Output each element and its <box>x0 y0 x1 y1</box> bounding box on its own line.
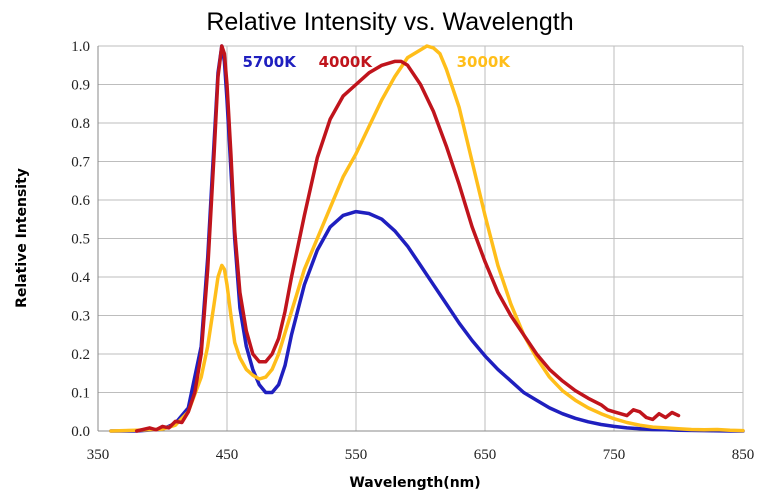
y-axis-label: Relative Intensity <box>14 168 30 308</box>
series-labels: 5700K 4000K 3000K <box>242 53 511 71</box>
y-tick-label: 0.9 <box>71 78 90 94</box>
chart-title: Relative Intensity vs. Wavelength <box>206 8 573 36</box>
y-tick-label: 0.7 <box>71 155 90 171</box>
y-tick-label: 0.3 <box>71 309 90 325</box>
series-line-3000k <box>109 44 745 433</box>
series-label-5700k: 5700K <box>242 53 297 71</box>
axes <box>97 46 743 432</box>
series-line-4000k <box>134 44 681 433</box>
x-tick-label: 750 <box>603 447 626 463</box>
series-label-3000k: 3000K <box>457 53 512 71</box>
y-tick-label: 1.0 <box>71 39 90 55</box>
y-tick-label: 0.4 <box>71 270 90 286</box>
x-axis-label: Wavelength(nm) <box>349 475 480 491</box>
x-tick-label: 650 <box>474 447 497 463</box>
x-tick-label: 850 <box>732 447 755 463</box>
y-tick-label: 0.2 <box>71 347 90 363</box>
y-tick-label: 0.0 <box>71 424 90 440</box>
y-tick-label: 0.5 <box>71 232 90 248</box>
x-tick-label: 550 <box>345 447 368 463</box>
y-tick-label: 0.1 <box>71 386 90 402</box>
series-lines <box>109 44 745 433</box>
y-tick-labels: 0.0 0.1 0.2 0.3 0.4 0.5 0.6 0.7 0.8 0.9 1.0 <box>71 39 90 440</box>
x-tick-label: 450 <box>216 447 239 463</box>
x-tick-label: 350 <box>87 447 110 463</box>
y-tick-label: 0.8 <box>71 116 90 132</box>
x-tick-labels: 350 450 550 650 750 850 <box>87 447 755 463</box>
y-tick-label: 0.6 <box>71 193 90 209</box>
series-label-4000k: 4000K <box>319 53 374 71</box>
